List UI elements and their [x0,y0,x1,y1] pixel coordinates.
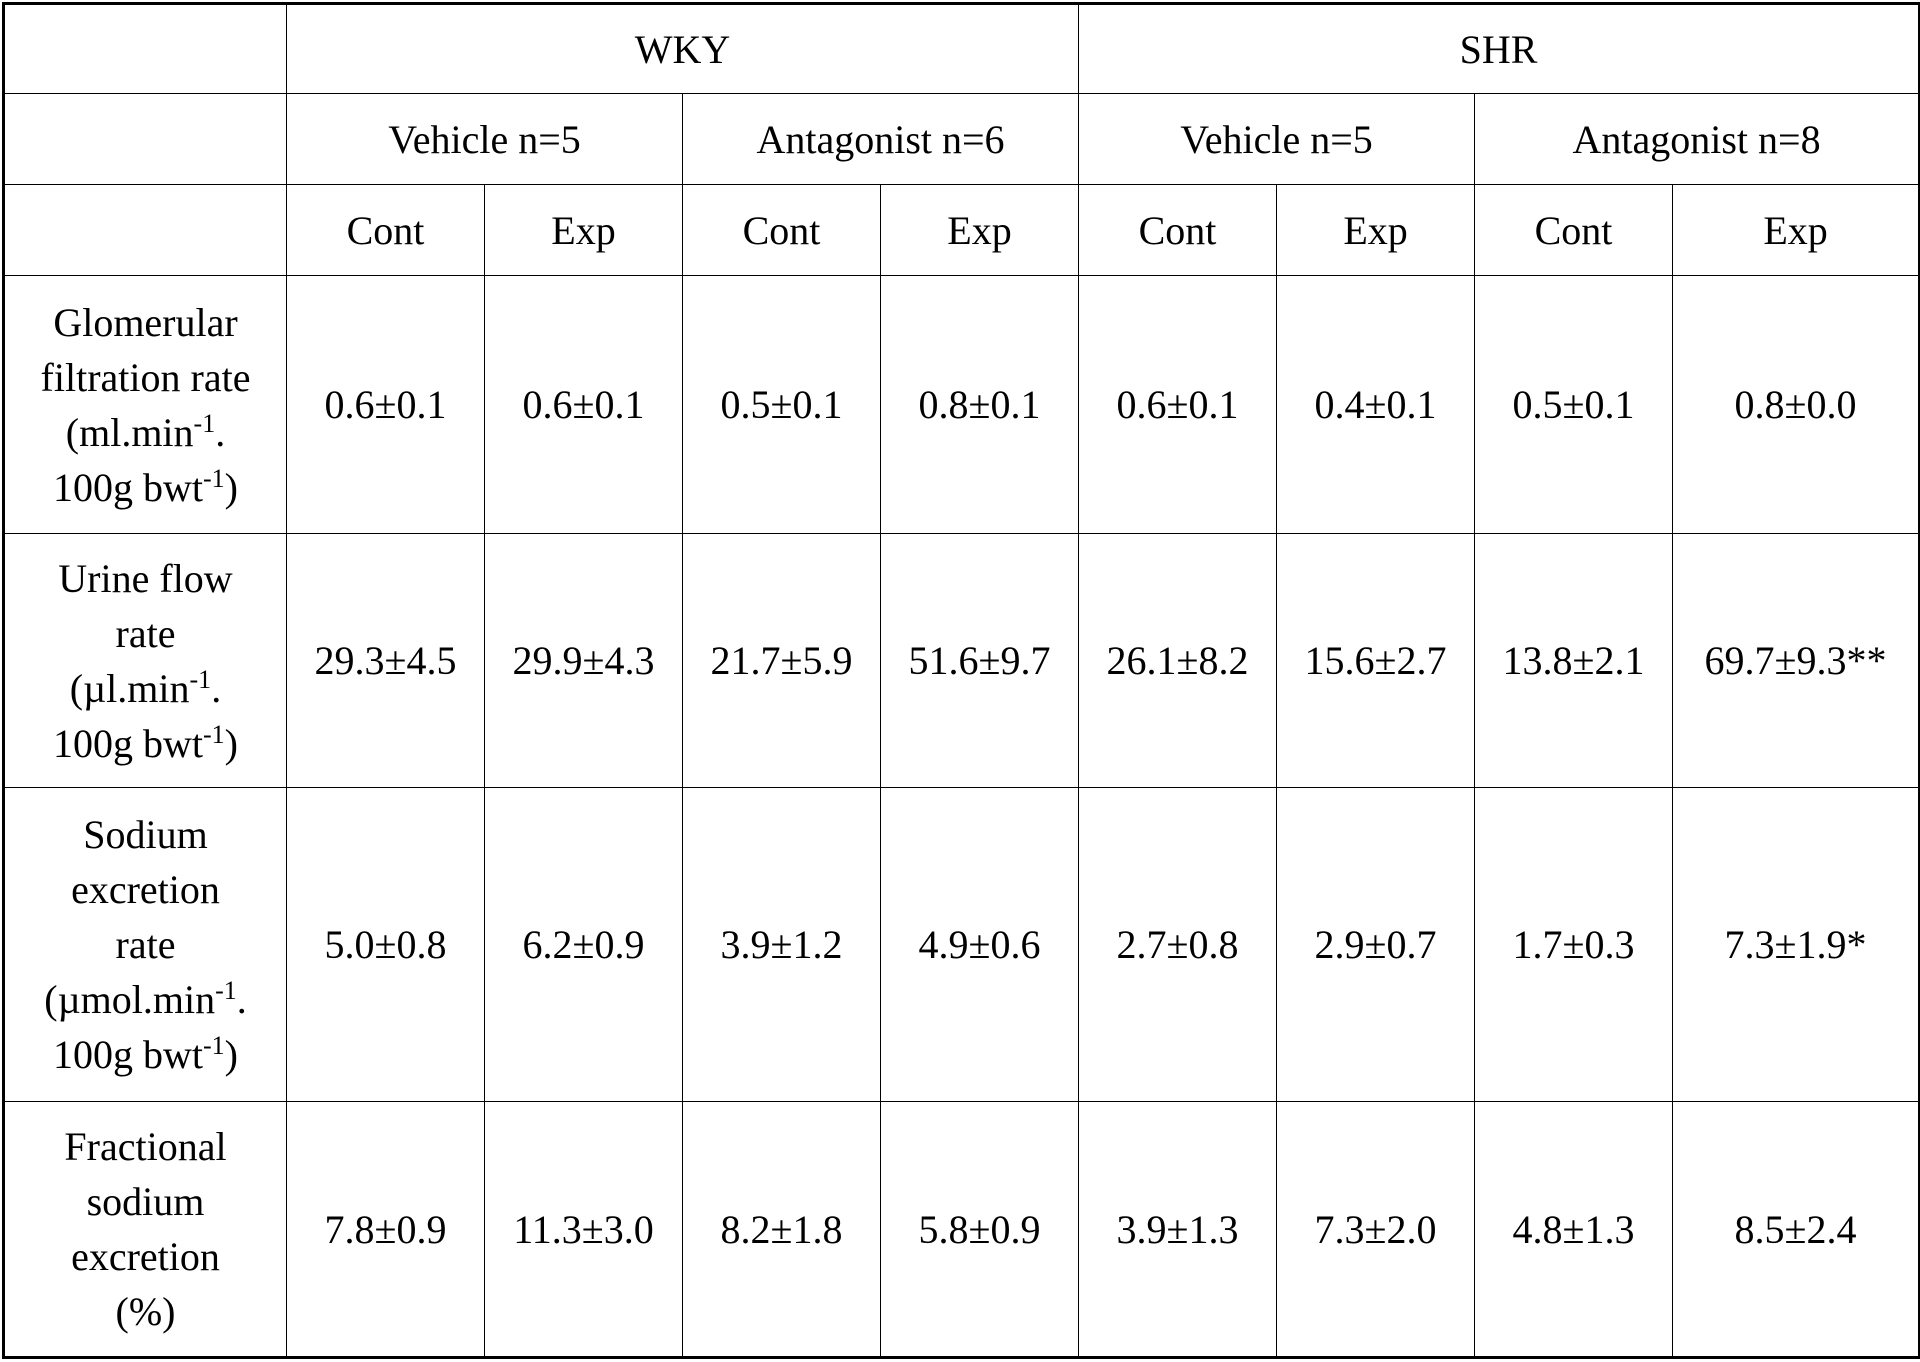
group-header-wky: WKY [285,3,1080,94]
table-cell: 51.6±9.7 [879,533,1080,788]
table-cell: 26.1±8.2 [1078,533,1278,788]
table-cell: 0.8±0.0 [1672,275,1920,534]
column-header: Cont [1078,184,1278,276]
corner-cell [3,184,287,276]
table-cell: 0.6±0.1 [286,275,485,534]
row-label: Urine flow rate (µl.min-1. 100g bwt-1) [3,533,287,788]
column-header: Exp [1276,184,1476,276]
column-header: Cont [286,184,485,276]
column-header: Exp [484,184,683,276]
subgroup-header: Antagonist n=8 [1474,93,1920,185]
table-row: Fractional sodium excretion (%) 7.8±0.9 … [3,1101,1920,1358]
column-header: Cont [1474,184,1674,276]
table-cell: 6.2±0.9 [484,787,683,1102]
table-cell: 13.8±2.1 [1474,533,1674,788]
table-cell: 0.5±0.1 [1474,275,1674,534]
corner-cell [3,3,287,94]
table-cell: 29.9±4.3 [484,533,683,788]
group-header-shr: SHR [1078,3,1920,94]
corner-cell [3,93,287,185]
subgroup-header: Vehicle n=5 [1078,93,1476,185]
subgroup-header: Antagonist n=6 [681,93,1080,185]
table-cell: 7.3±1.9* [1672,787,1920,1102]
table-cell: 15.6±2.7 [1276,533,1476,788]
header-row-subgroups: Vehicle n=5 Antagonist n=6 Vehicle n=5 A… [3,93,1920,185]
table-cell: 3.9±1.2 [682,787,881,1102]
table-cell: 0.6±0.1 [484,275,683,534]
table-cell: 2.7±0.8 [1078,787,1278,1102]
table-cell: 0.6±0.1 [1078,275,1278,534]
table-cell: 5.8±0.9 [879,1101,1080,1358]
header-row-groups: WKY SHR [3,3,1920,94]
table-cell: 2.9±0.7 [1276,787,1476,1102]
table-cell: 4.9±0.6 [879,787,1080,1102]
table-cell: 11.3±3.0 [484,1101,683,1358]
column-header: Exp [879,184,1080,276]
table-cell: 4.8±1.3 [1474,1101,1674,1358]
table-row: Urine flow rate (µl.min-1. 100g bwt-1) 2… [3,533,1920,788]
table-cell: 21.7±5.9 [682,533,881,788]
header-row-columns: Cont Exp Cont Exp Cont Exp Cont Exp [3,184,1920,276]
table-cell: 3.9±1.3 [1078,1101,1278,1358]
row-label: Sodium excretion rate (µmol.min-1. 100g … [3,787,287,1102]
table-cell: 1.7±0.3 [1474,787,1674,1102]
row-label: Glomerular filtration rate (ml.min-1. 10… [3,275,287,534]
subgroup-header: Vehicle n=5 [286,93,683,185]
table-cell: 0.8±0.1 [879,275,1080,534]
table-cell: 8.2±1.8 [682,1101,881,1358]
table-cell: 0.5±0.1 [682,275,881,534]
table-cell: 7.3±2.0 [1276,1101,1476,1358]
row-label: Fractional sodium excretion (%) [3,1101,287,1358]
table-cell: 5.0±0.8 [286,787,485,1102]
table-cell: 29.3±4.5 [286,533,485,788]
column-header: Cont [682,184,881,276]
table-row: Sodium excretion rate (µmol.min-1. 100g … [3,787,1920,1102]
table-cell: 7.8±0.9 [286,1101,485,1358]
table-cell: 0.4±0.1 [1276,275,1476,534]
table-cell: 69.7±9.3** [1672,533,1920,788]
table-row: Glomerular filtration rate (ml.min-1. 10… [3,275,1920,534]
column-header: Exp [1672,184,1920,276]
table-cell: 8.5±2.4 [1672,1101,1920,1358]
